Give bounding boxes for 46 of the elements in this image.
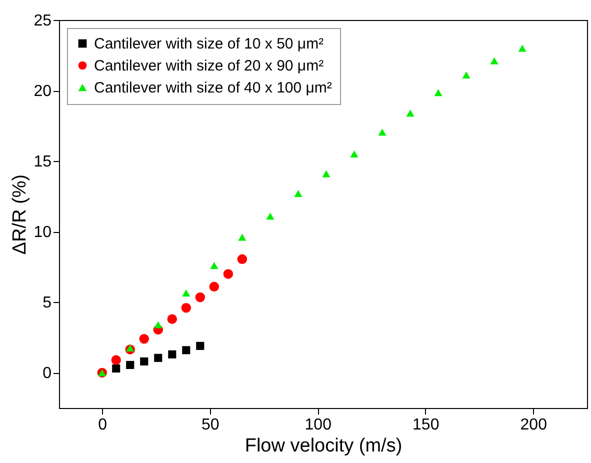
point [210,262,218,269]
point [209,282,220,292]
point [406,110,414,117]
x-tick-label: 100 [304,416,332,434]
point [322,170,330,178]
x-tick-label: 200 [520,416,548,434]
point [196,342,204,350]
point [223,269,234,279]
point [167,314,178,324]
x-axis-title: Flow velocity (m/s) [244,436,402,456]
y-tick-label: 0 [42,365,52,382]
legend-label: Cantilever with size of 10 x 50 μm² [94,36,324,52]
x-tick-label: 150 [412,416,440,434]
point [294,190,302,198]
point [182,290,190,296]
point [378,128,386,136]
legend-label: Cantilever with size of 20 x 90 μm² [94,58,324,74]
y-tick-label: 10 [34,224,52,242]
y-tick-label: 5 [42,294,52,312]
point [490,57,498,64]
point [350,150,358,158]
x-tick-label: 0 [98,416,108,434]
point [139,334,149,344]
y-tick-label: 20 [34,83,52,100]
point [182,346,190,354]
point [112,364,120,373]
point [126,344,134,352]
point [266,212,274,220]
point [238,234,246,241]
point [195,292,206,302]
point [181,302,192,313]
point [140,357,148,366]
point [434,89,442,96]
point [518,44,526,52]
y-tick-label: 15 [34,154,52,171]
y-tick-label: 25 [34,12,52,30]
x-tick-label: 50 [201,416,220,434]
point [126,360,134,369]
point [462,72,470,79]
legend-label: Cantilever with size of 40 x 100 μm² [94,80,332,96]
point [168,350,176,358]
y-axis-title: ΔR/R (%) [10,174,31,255]
point [154,354,162,362]
point [237,254,248,264]
point [111,355,121,365]
point [154,321,162,328]
